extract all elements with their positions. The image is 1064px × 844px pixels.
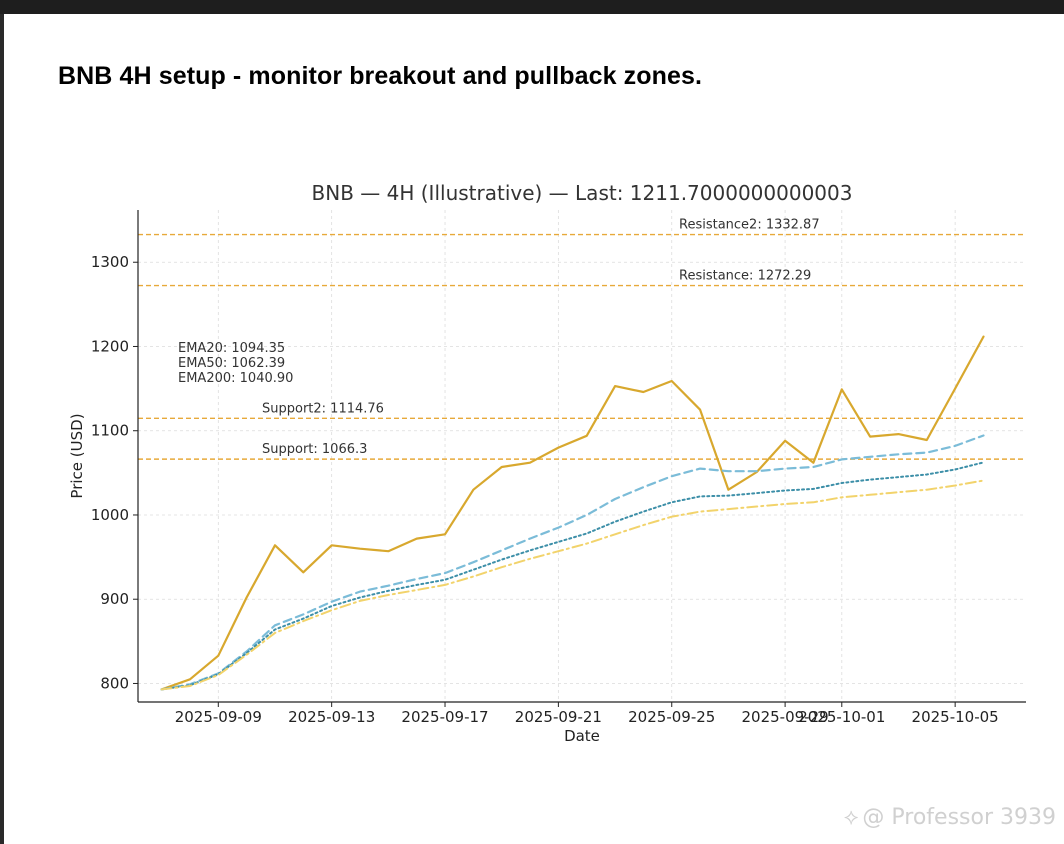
ema-value-label: EMA50: 1062.39 <box>178 356 285 371</box>
y-axis-title: Price (USD) <box>68 413 86 498</box>
x-tick-label: 2025-09-29 <box>742 708 829 726</box>
binance-diamond-icon: ⟡ <box>843 805 859 830</box>
series-line-price <box>160 335 985 691</box>
y-tick-label: 1100 <box>91 422 129 440</box>
x-tick-label: 2025-09-25 <box>628 708 715 726</box>
level-label: Support2: 1114.76 <box>262 401 384 416</box>
post-headline: BNB 4H setup - monitor breakout and pull… <box>58 62 703 90</box>
level-label: Resistance: 1272.29 <box>679 269 811 284</box>
x-tick-label: 2025-09-17 <box>401 708 488 726</box>
chart-title: BNB — 4H (Illustrative) — Last: 1211.700… <box>312 181 853 205</box>
series-line-ema20 <box>160 434 985 691</box>
x-axis-title: Date <box>564 727 600 745</box>
x-tick-label: 2025-09-09 <box>175 708 262 726</box>
post-image-sheet <box>4 14 1064 844</box>
x-tick-label: 2025-10-01 <box>798 708 885 726</box>
y-tick-label: 1000 <box>91 506 129 524</box>
x-tick-label: 2025-10-05 <box>912 708 999 726</box>
watermark-text: @ Professor 3939 <box>862 805 1056 830</box>
y-tick-label: 1300 <box>91 253 129 271</box>
watermark: ⟡ @ Professor 3939 <box>844 805 1056 830</box>
series-line-ema200 <box>160 479 985 691</box>
level-label: Resistance2: 1332.87 <box>679 218 820 233</box>
y-tick-label: 800 <box>100 674 129 692</box>
ema-value-label: EMA200: 1040.90 <box>178 371 293 386</box>
level-label: Support: 1066.3 <box>262 442 367 457</box>
left-dark-edge <box>0 14 4 844</box>
x-tick-label: 2025-09-13 <box>288 708 375 726</box>
y-tick-label: 1200 <box>91 337 129 355</box>
ema-value-label: EMA20: 1094.35 <box>178 341 285 356</box>
top-dark-bar <box>0 0 1064 14</box>
series-line-ema50 <box>160 461 985 691</box>
x-tick-label: 2025-09-21 <box>515 708 602 726</box>
y-tick-label: 900 <box>100 590 129 608</box>
